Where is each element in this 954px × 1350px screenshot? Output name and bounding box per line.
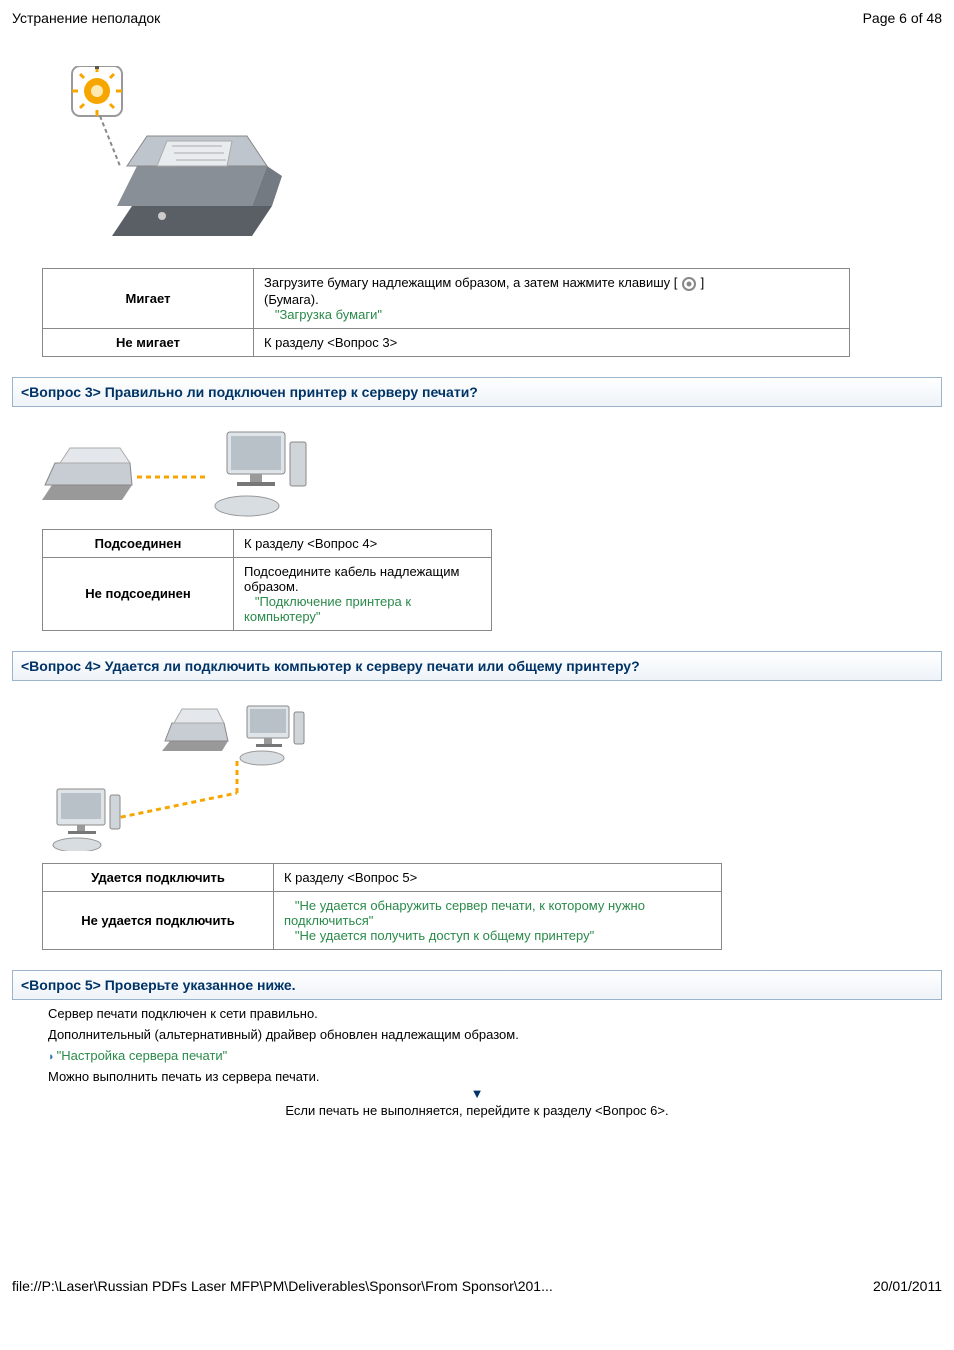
q4-r2-cell: "Не удается обнаружить сервер печати, к … (274, 891, 722, 949)
t1-r2-label: Не мигает (43, 328, 254, 356)
table-1: Мигает Загрузите бумагу надлежащим образ… (42, 268, 850, 357)
page-header: Устранение неполадок Page 6 of 48 (12, 10, 942, 26)
t1-r1-cell: Загрузите бумагу надлежащим образом, а з… (254, 269, 850, 329)
question-3-title: <Вопрос 3> Правильно ли подключен принте… (12, 377, 942, 407)
t1-r2-cell: К разделу <Вопрос 3> (254, 328, 850, 356)
q4-illustration (42, 701, 942, 851)
header-left: Устранение неполадок (12, 10, 160, 26)
printer-led-illustration (42, 66, 942, 256)
q5-link: ◗"Настройка сервера печати" (48, 1048, 942, 1063)
q5-arrow-text: Если печать не выполняется, перейдите к … (12, 1103, 942, 1118)
footer-left: file://P:\Laser\Russian PDFs Laser MFP\P… (12, 1278, 553, 1294)
q4-r2-label: Не удается подключить (43, 891, 274, 949)
q5-line1: Сервер печати подключен к сети правильно… (48, 1006, 942, 1021)
footer-right: 20/01/2011 (873, 1278, 942, 1294)
t1-r1-label: Мигает (43, 269, 254, 329)
header-right: Page 6 of 48 (863, 10, 942, 26)
q4-r1-cell: К разделу <Вопрос 5> (274, 863, 722, 891)
link-paper-load[interactable]: "Загрузка бумаги" (275, 307, 382, 322)
q5-line3: Можно выполнить печать из сервера печати… (48, 1069, 942, 1084)
link-server-detect[interactable]: "Не удается обнаружить сервер печати, к … (284, 898, 645, 928)
link-shared-printer[interactable]: "Не удается получить доступ к общему при… (295, 928, 594, 943)
q4-r1-label: Удается подключить (43, 863, 274, 891)
page-footer: file://P:\Laser\Russian PDFs Laser MFP\P… (12, 1278, 942, 1294)
link-server-setup[interactable]: "Настройка сервера печати" (57, 1048, 228, 1063)
q5-line2: Дополнительный (альтернативный) драйвер … (48, 1027, 942, 1042)
q3-r1-label: Подсоединен (43, 529, 234, 557)
q3-r2-cell: Подсоедините кабель надлежащим образом. … (234, 557, 492, 630)
bullet-icon: ◗ (48, 1051, 55, 1063)
link-connect-printer[interactable]: "Подключение принтера к компьютеру" (244, 594, 411, 624)
q3-illustration (42, 427, 942, 517)
q3-r2-label: Не подсоединен (43, 557, 234, 630)
question-4-title: <Вопрос 4> Удается ли подключить компьют… (12, 651, 942, 681)
arrow-down-icon: ▼ (12, 1086, 942, 1101)
q4-table: Удается подключить К разделу <Вопрос 5> … (42, 863, 722, 950)
q3-r1-cell: К разделу <Вопрос 4> (234, 529, 492, 557)
question-5-title: <Вопрос 5> Проверьте указанное ниже. (12, 970, 942, 1000)
q3-table: Подсоединен К разделу <Вопрос 4> Не подс… (42, 529, 492, 631)
